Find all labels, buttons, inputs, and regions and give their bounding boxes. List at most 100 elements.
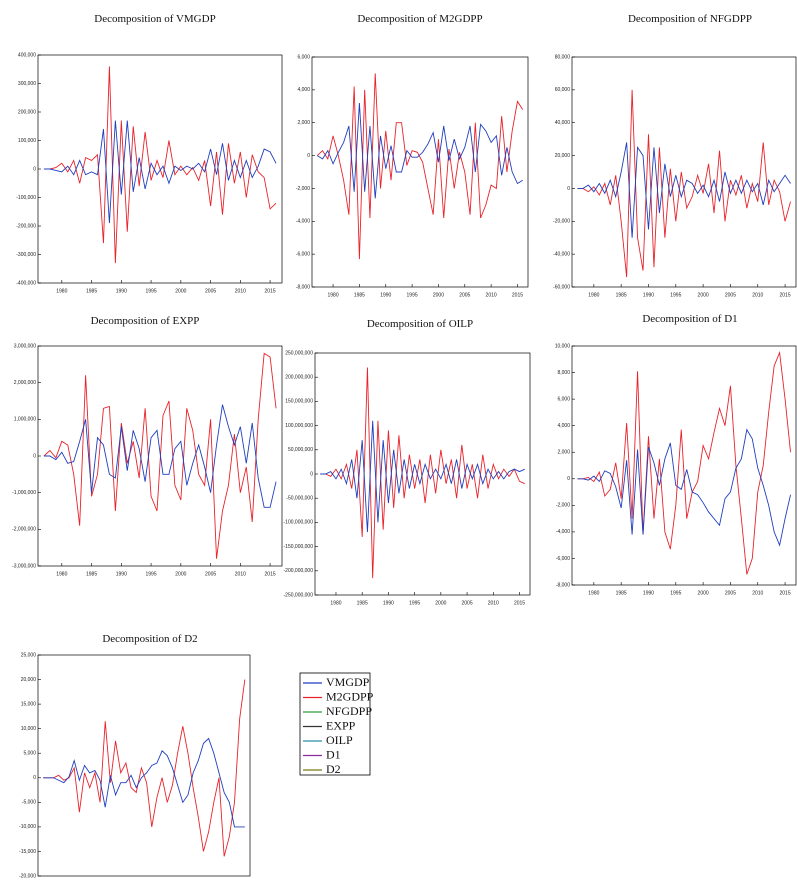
plot-frame [38,655,250,876]
x-tick-label: 1985 [616,292,627,298]
y-tick-label: -200,000,000 [284,568,314,574]
y-tick-label: -6,000 [296,251,310,257]
y-tick-label: 1,000,000 [14,417,36,423]
legend-label: M2GDPP [326,689,374,703]
x-tick-label: 2010 [486,292,497,298]
y-tick-label: 6,000 [557,396,570,402]
y-tick-label: 400,000 [18,52,36,58]
plot-frame [572,57,796,287]
x-tick-label: 1995 [146,571,157,577]
y-tick-label: 15,000 [21,701,37,707]
x-tick-label: 2015 [265,288,276,294]
y-tick-label: 3,000,000 [14,343,36,349]
series-line [44,66,276,263]
x-tick-label: 1990 [643,292,654,298]
y-tick-label: -400,000 [16,280,36,286]
y-tick-label: 0 [310,471,313,477]
y-tick-label: -2,000 [296,186,310,192]
series-line [44,353,276,558]
chart-title: Decomposition of NFGDPP [628,13,752,25]
x-tick-label: 1990 [116,571,127,577]
y-tick-label: -4,000 [296,219,310,225]
x-tick-label: 2015 [514,600,525,606]
legend-label: EXPP [326,718,356,732]
y-tick-label: -20,000 [553,219,570,225]
y-tick-label: 150,000,000 [285,399,313,405]
y-tick-label: -20,000 [19,873,36,879]
y-tick-label: 10,000 [555,343,571,349]
x-tick-label: 2000 [175,288,186,294]
series-line [317,103,522,198]
y-tick-label: 250,000,000 [285,350,313,356]
y-tick-label: -8,000 [296,284,310,290]
y-tick-label: -2,000,000 [12,527,36,533]
y-tick-label: -100,000 [16,195,36,201]
x-tick-label: 1995 [409,600,420,606]
y-tick-label: 4,000 [557,423,570,429]
legend-label: VMGDP [326,675,370,689]
x-tick-label: 2005 [725,590,736,596]
chart-title: Decomposition of D2 [102,633,197,645]
x-tick-label: 2010 [235,288,246,294]
y-tick-label: 2,000 [557,450,570,456]
x-tick-label: 2010 [488,600,499,606]
series-line [44,121,276,224]
chart-title: Decomposition of EXPP [91,315,200,327]
y-tick-label: -4,000 [556,529,570,535]
y-tick-label: -150,000,000 [284,544,314,550]
x-tick-label: 2000 [433,292,444,298]
y-tick-label: 20,000 [555,153,571,159]
y-tick-label: 0 [567,476,570,482]
y-tick-label: 0 [33,166,36,172]
series-line [320,421,525,532]
x-tick-label: 1990 [643,590,654,596]
x-tick-label: 1995 [670,590,681,596]
y-tick-label: 5,000 [23,751,36,757]
x-tick-label: 2005 [205,571,216,577]
chart-title: Decomposition of OILP [367,318,473,330]
legend-label: D2 [326,762,341,776]
x-tick-label: 2010 [752,292,763,298]
y-tick-label: -60,000 [553,284,570,290]
y-tick-label: 20,000 [21,677,37,683]
x-tick-label: 2010 [752,590,763,596]
x-tick-label: 2000 [175,571,186,577]
y-tick-label: 6,000 [297,54,310,60]
y-tick-label: -8,000 [556,582,570,588]
series-line [43,738,245,826]
y-tick-label: -2,000 [556,503,570,509]
y-tick-label: -40,000 [553,251,570,257]
x-tick-label: 1995 [407,292,418,298]
y-tick-label: 200,000 [18,109,36,115]
x-tick-label: 2005 [725,292,736,298]
page: Decomposition of VMGDP-400,000-300,000-2… [0,0,797,882]
x-tick-label: 2005 [459,292,470,298]
y-tick-label: 2,000,000 [14,380,36,386]
chart-title: Decomposition of M2GDPP [357,13,482,25]
y-tick-label: -50,000,000 [286,496,313,502]
chart-title: Decomposition of VMGDP [94,13,215,25]
y-tick-label: -1,000,000 [12,490,36,496]
y-tick-label: -250,000,000 [284,592,314,598]
y-tick-label: -5,000 [22,800,36,806]
y-tick-label: 80,000 [555,54,571,60]
y-tick-label: 60,000 [555,87,571,93]
plot-frame [572,346,796,585]
y-tick-label: 50,000,000 [288,447,313,453]
y-tick-label: -100,000,000 [284,520,314,526]
x-tick-label: 2015 [512,292,523,298]
x-tick-label: 1990 [383,600,394,606]
x-tick-label: 2015 [780,292,791,298]
x-tick-label: 1985 [616,590,627,596]
y-tick-label: -6,000 [556,556,570,562]
y-tick-label: 40,000 [555,120,571,126]
x-tick-label: 1980 [588,292,599,298]
legend-label: D1 [326,747,341,761]
y-tick-label: 300,000 [18,81,36,87]
x-tick-label: 1990 [380,292,391,298]
y-tick-label: 0 [307,153,310,159]
x-tick-label: 1980 [56,571,67,577]
y-tick-label: 10,000 [21,726,37,732]
y-tick-label: 0 [33,453,36,459]
x-tick-label: 1980 [588,590,599,596]
